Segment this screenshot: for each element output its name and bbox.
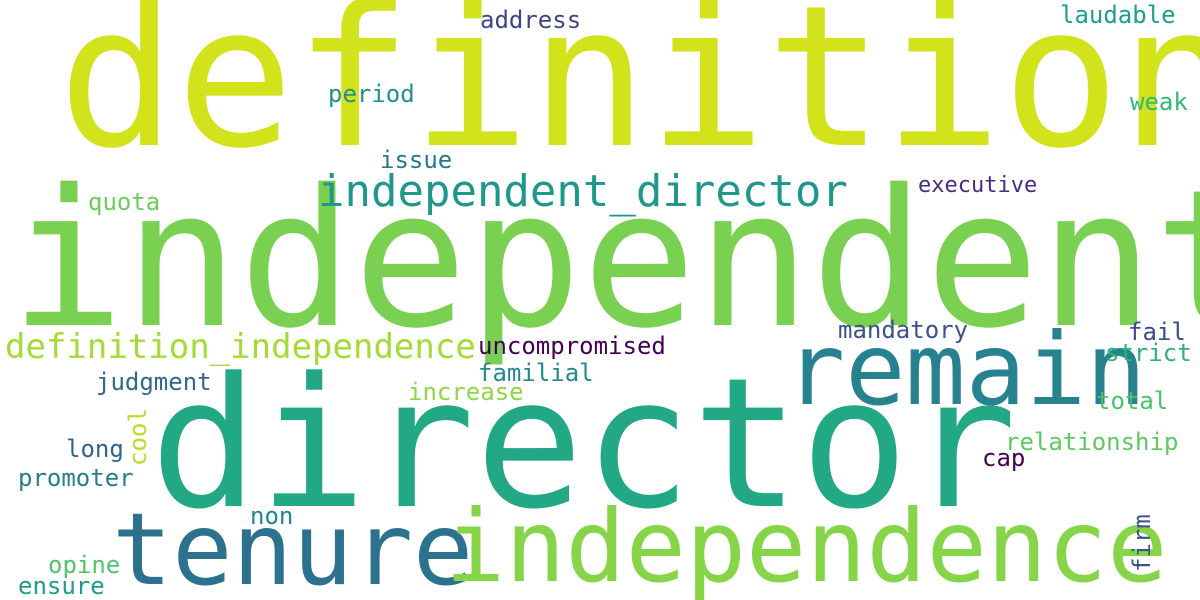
word-mandatory: mandatory xyxy=(838,316,969,344)
word-laudable: laudable xyxy=(1060,1,1176,29)
word-increase: increase xyxy=(408,378,524,406)
word-independent: independent xyxy=(10,149,1200,370)
word-cap: cap xyxy=(982,444,1026,472)
word-address: address xyxy=(480,6,582,34)
word-executive: executive xyxy=(918,173,1038,198)
word-director: director xyxy=(150,340,1017,549)
word-issue: issue xyxy=(380,146,453,174)
word-opine: opine xyxy=(48,551,121,579)
word-non: non xyxy=(250,502,294,530)
word-cool: cool xyxy=(124,408,152,466)
word-quota: quota xyxy=(88,188,161,216)
word-strict: strict xyxy=(1105,339,1192,367)
word-independent-director: independent_director xyxy=(318,166,848,217)
word-independence: independence xyxy=(445,488,1168,600)
word-familial: familial xyxy=(478,359,594,387)
word-period: period xyxy=(328,80,415,108)
word-definition-independence: definition_independence xyxy=(5,327,476,367)
word-remain: remain xyxy=(785,311,1147,428)
word-judgment: judgment xyxy=(96,368,212,396)
word-firm: firm xyxy=(1128,514,1156,572)
word-fail: fail xyxy=(1128,318,1186,346)
word-weak: weak xyxy=(1130,88,1188,116)
word-tenure: tenure xyxy=(112,491,474,600)
word-relationship: relationship xyxy=(1005,428,1179,456)
word-ensure: ensure xyxy=(18,572,105,600)
word-total: total xyxy=(1096,387,1169,415)
word-promoter: promoter xyxy=(18,464,134,492)
word-long: long xyxy=(66,435,124,463)
word-uncompromised: uncompromised xyxy=(478,332,666,360)
word-definition: definition xyxy=(58,0,1200,192)
